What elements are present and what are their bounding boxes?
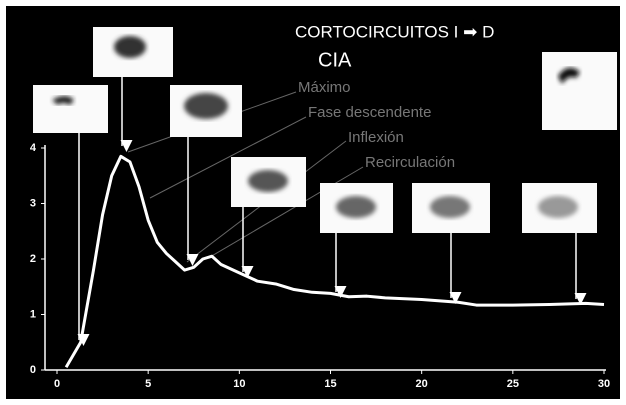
y-tick-label: 1	[30, 308, 36, 320]
y-tick-label: 4	[30, 142, 37, 154]
chart-title: CORTOCIRCUITOS I ➡ D	[295, 22, 494, 41]
chart-subtitle: CIA	[318, 49, 352, 71]
x-tick-label: 30	[598, 378, 610, 390]
y-tick-label: 3	[30, 197, 36, 209]
x-tick-label: 0	[54, 378, 60, 390]
chart: CORTOCIRCUITOS I ➡ D CIA Máximo Fase des…	[0, 0, 626, 405]
x-tick-label: 5	[145, 378, 151, 390]
x-tick-label: 15	[324, 378, 336, 390]
y-tick-label: 2	[30, 253, 36, 265]
x-tick-label: 25	[507, 378, 519, 390]
x-tick-label: 20	[416, 378, 428, 390]
annotation: Recirculación	[365, 154, 455, 171]
annotation: Inflexión	[348, 129, 404, 146]
y-tick-label: 0	[30, 364, 36, 376]
annotation: Fase descendente	[308, 104, 431, 121]
annotation: Máximo	[298, 79, 351, 96]
x-tick-label: 10	[233, 378, 245, 390]
